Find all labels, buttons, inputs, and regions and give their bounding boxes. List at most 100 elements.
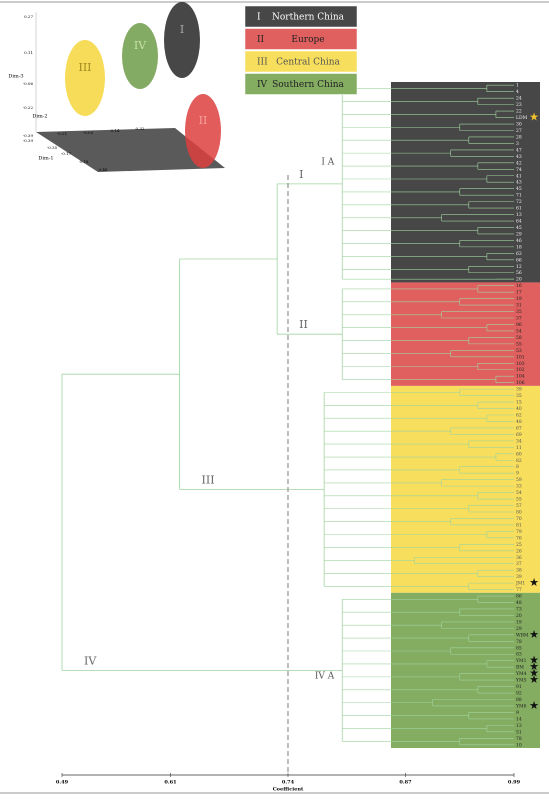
leaf-label: 19 bbox=[516, 296, 522, 302]
legend-numeral: IV bbox=[257, 80, 268, 90]
legend-swatch bbox=[244, 50, 358, 73]
leaf-label: 60 bbox=[516, 451, 522, 457]
leaf-label: 67 bbox=[516, 425, 522, 431]
leaf-label: 41 bbox=[516, 173, 522, 179]
x-tick-label: 0.61 bbox=[164, 780, 176, 786]
cluster-label: I bbox=[299, 168, 303, 181]
cluster-block bbox=[391, 385, 540, 593]
legend-label: Northern China bbox=[272, 13, 345, 23]
leaf-label: 62 bbox=[516, 413, 522, 419]
tick-label: -0.21 bbox=[57, 131, 67, 136]
leaf-label: 31 bbox=[516, 303, 522, 309]
leaf-label: 104 bbox=[516, 374, 525, 380]
group-ellipse bbox=[164, 2, 200, 78]
cluster-label: IV bbox=[84, 654, 97, 667]
sample-star: ★ bbox=[529, 660, 539, 673]
leaf-label: 81 bbox=[516, 522, 522, 528]
leaf-label: 28 bbox=[516, 134, 522, 140]
tick-label: -0.03 bbox=[83, 130, 94, 135]
leaf-label: BM bbox=[516, 665, 524, 671]
leaf-label: 82 bbox=[516, 458, 522, 464]
leaf-label: 76 bbox=[516, 535, 522, 541]
leaf-label: 59 bbox=[516, 477, 522, 483]
tick-label: -0.17 bbox=[61, 151, 72, 156]
leaf-label: 13 bbox=[516, 212, 522, 218]
leaf-label: 92 bbox=[516, 691, 522, 697]
group-label: III bbox=[78, 61, 91, 74]
tick-label: 0.27 bbox=[24, 14, 33, 19]
cluster-block bbox=[391, 282, 540, 386]
sample-star: ★ bbox=[529, 111, 539, 124]
leaf-label: 36 bbox=[516, 555, 522, 561]
tick-label: 0.48 bbox=[99, 167, 108, 172]
legend-swatch bbox=[244, 28, 358, 50]
leaf-label: 22 bbox=[516, 109, 522, 115]
leaf-label: 78 bbox=[516, 736, 522, 742]
leaf-label: 101 bbox=[516, 354, 525, 360]
leaf-label: 8 bbox=[516, 464, 519, 470]
leaf-label: 106 bbox=[516, 380, 525, 386]
leaf-label: 27 bbox=[516, 128, 522, 134]
leaf-label: JM1 bbox=[515, 581, 525, 587]
leaf-label: 83 bbox=[516, 652, 522, 658]
base-plane bbox=[36, 128, 225, 172]
legend-label: Southern China bbox=[272, 80, 344, 90]
legend-numeral: I bbox=[257, 13, 261, 23]
leaf-label: 43 bbox=[516, 154, 522, 160]
leaf-label: 47 bbox=[516, 147, 522, 153]
leaf-label: 61 bbox=[516, 206, 522, 212]
leaf-label: YM5 bbox=[515, 678, 527, 684]
leaf-label: 45 bbox=[516, 186, 522, 192]
leaf-label: 48 bbox=[516, 419, 522, 425]
tick-label: -0.06 bbox=[23, 81, 34, 86]
leaf-label: 79 bbox=[516, 529, 522, 535]
legend-numeral: III bbox=[257, 58, 268, 68]
leaf-label: 46 bbox=[516, 238, 522, 244]
leaf-label: 3 bbox=[516, 141, 519, 147]
x-tick-label: 0.49 bbox=[56, 780, 69, 786]
cluster-label: II bbox=[299, 318, 308, 331]
leaf-label: 9 bbox=[516, 710, 519, 716]
leaf-label: 66 bbox=[516, 257, 522, 263]
leaf-label: 53 bbox=[516, 348, 522, 354]
leaf-label: 43 bbox=[516, 180, 522, 186]
leaf-label: 96 bbox=[516, 322, 522, 328]
leaf-label: WBM bbox=[516, 632, 529, 638]
leaf-label: 24 bbox=[516, 96, 522, 102]
leaf-label: 57 bbox=[516, 503, 522, 509]
sample-star: ★ bbox=[529, 576, 539, 589]
leaf-label: YM4 bbox=[515, 671, 527, 677]
leaf-label: 29 bbox=[516, 231, 522, 237]
leaf-label: 91 bbox=[516, 684, 522, 690]
leaf-label: 20 bbox=[516, 613, 522, 619]
leaf-label: 12 bbox=[516, 264, 522, 270]
leaf-label: 42 bbox=[516, 160, 522, 166]
tick-label: 0.32 bbox=[136, 126, 145, 131]
leaf-label: 88 bbox=[516, 697, 522, 703]
leaf-label: 9 bbox=[516, 471, 519, 477]
sample-star: ★ bbox=[529, 699, 539, 712]
leaf-label: 73 bbox=[516, 606, 522, 612]
axis-label: Dim-3 bbox=[8, 74, 23, 80]
tick-label: 0.11 bbox=[24, 50, 33, 55]
cluster-block bbox=[391, 82, 540, 283]
leaf-label: 55 bbox=[516, 341, 522, 347]
leaf-label: 35 bbox=[516, 309, 522, 315]
leaf-label: 77 bbox=[516, 587, 522, 593]
tick-label: -0.35 bbox=[47, 145, 58, 150]
leaf-label: 78 bbox=[516, 639, 522, 645]
pca-inset: III IV I II Dim-3 Dim-2 Dim-1 0.27 0.11 … bbox=[8, 2, 225, 172]
axis-label: Dim-2 bbox=[32, 114, 47, 120]
leaf-label: 20 bbox=[516, 277, 522, 283]
leaf-label: 71 bbox=[516, 193, 522, 199]
leaf-label: 16 bbox=[516, 283, 522, 289]
sample-star: ★ bbox=[529, 654, 539, 667]
leaf-label: 23 bbox=[516, 102, 522, 108]
leaf-label: 38 bbox=[516, 568, 522, 574]
leaf-label: 37 bbox=[516, 561, 522, 567]
leaf-label: 29 bbox=[516, 626, 522, 632]
x-tick-label: 0.74 bbox=[282, 780, 295, 786]
group-label: I bbox=[180, 23, 184, 36]
